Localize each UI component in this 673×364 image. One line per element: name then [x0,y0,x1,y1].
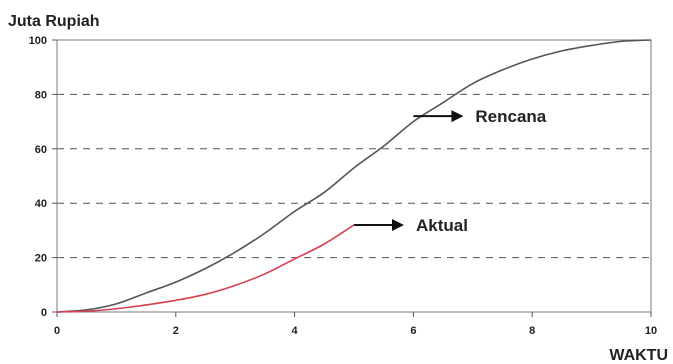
y-tick-label: 0 [41,307,47,319]
x-tick-label: 10 [645,325,657,337]
annotation-label-aktual: Aktual [416,216,468,235]
annotation-label-rencana: Rencana [475,107,546,126]
y-axis-title: Juta Rupiah [8,13,100,30]
series-lines [56,39,652,313]
grid-lines [57,93,651,259]
plot-axes [52,39,652,317]
y-tick-label: 20 [35,253,47,265]
x-axis-title: WAKTU [609,347,668,364]
y-tick-label: 80 [35,89,47,101]
plot-frame [56,39,652,313]
series-line-rencana [56,39,652,313]
x-tick-label: 6 [410,325,416,337]
y-tick-labels: 0 20 40 60 80 100 [29,35,47,319]
y-tick-label: 60 [35,144,47,156]
x-tick-labels: 0 2 4 6 8 10 [54,325,657,337]
x-tick-label: 0 [54,325,60,337]
x-tick-label: 2 [173,325,179,337]
annotation-arrow-head [392,218,404,231]
x-tick-label: 4 [292,325,299,337]
y-tick-label: 40 [35,198,47,210]
y-tick-label: 100 [29,35,47,47]
annotations: Rencana Aktual [354,107,547,235]
annotation-arrow-head [451,110,464,123]
x-tick-label: 8 [529,325,535,337]
series-line-aktual [56,224,355,313]
